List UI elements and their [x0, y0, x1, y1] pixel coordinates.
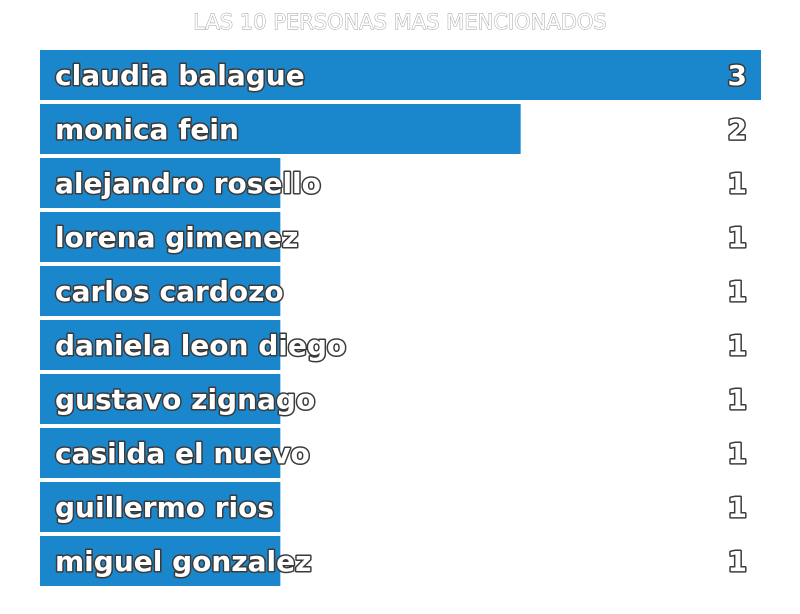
- category-label-1: monica fein: [55, 113, 239, 146]
- bar-1: [40, 104, 521, 154]
- value-label-0: 3: [728, 59, 747, 92]
- category-label-0: claudia balague: [55, 59, 305, 92]
- value-label-3: 1: [728, 221, 747, 254]
- bar-4: [40, 266, 281, 316]
- category-label-2: alejandro rosello: [55, 167, 321, 200]
- bar-7: [40, 428, 281, 478]
- value-label-8: 1: [728, 491, 747, 524]
- category-label-3: lorena gimenez: [55, 221, 298, 254]
- value-label-1: 2: [728, 113, 747, 146]
- category-label-5: daniela leon diego: [55, 329, 346, 362]
- bar-3: [40, 212, 281, 262]
- category-label-7: casilda el nuevo: [55, 437, 310, 470]
- values-group: 3 2 1 1 1 1 1 1 1 1: [726, 58, 748, 580]
- labels-group: claudia balague monica fein alejandro rose…: [54, 58, 348, 580]
- value-label-9: 1: [728, 545, 747, 578]
- bars-group: [40, 50, 761, 586]
- category-label-6: gustavo zignago: [55, 383, 315, 416]
- bar-6: [40, 374, 281, 424]
- chart-title: LAS 10 PERSONAS MAS MENCIONADOS: [193, 10, 607, 34]
- category-label-9: miguel gonzalez: [55, 545, 311, 578]
- value-label-7: 1: [728, 437, 747, 470]
- category-label-8: guillermo rios: [55, 491, 274, 524]
- bar-2: [40, 158, 281, 208]
- bar-0: [40, 50, 761, 100]
- value-label-4: 1: [728, 275, 747, 308]
- category-label-4: carlos cardozo: [55, 275, 284, 308]
- bar-8: [40, 482, 281, 532]
- value-label-2: 1: [728, 167, 747, 200]
- value-label-5: 1: [728, 329, 747, 362]
- bar-9: [40, 536, 281, 586]
- bar-5: [40, 320, 281, 370]
- value-label-6: 1: [728, 383, 747, 416]
